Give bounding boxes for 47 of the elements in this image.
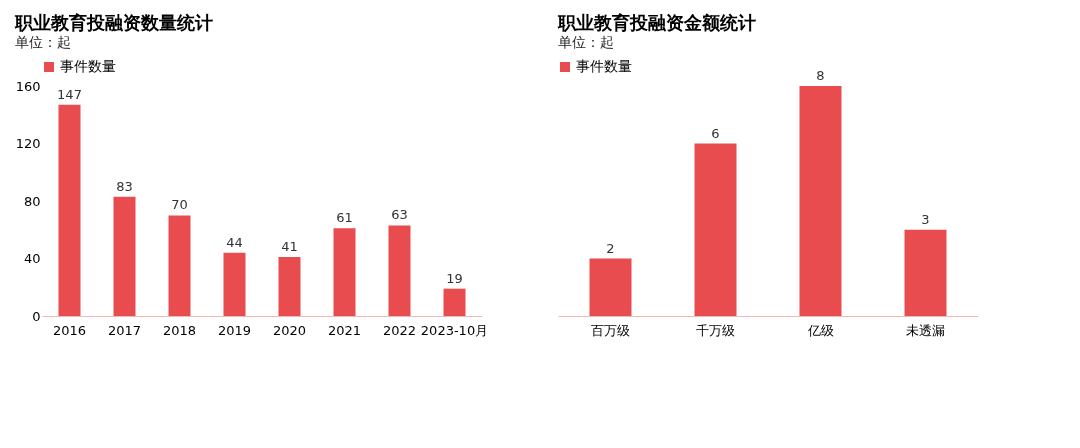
- bar: [443, 288, 466, 316]
- data-label: 44: [226, 234, 243, 250]
- x-tick-label: 千万级: [696, 322, 735, 338]
- bar: [388, 225, 411, 316]
- x-tick-label: 亿级: [806, 322, 834, 338]
- y-tick-label: 0: [32, 308, 41, 324]
- data-label: 83: [116, 178, 133, 194]
- y-tick-label: 160: [15, 78, 41, 94]
- x-tick-label: 2019: [217, 322, 252, 338]
- x-tick-label: 2017: [107, 322, 142, 338]
- bar: [799, 86, 842, 316]
- legend-label: 事件数量: [576, 58, 632, 74]
- x-tick-label: 未透漏: [906, 322, 945, 338]
- bar: [113, 196, 136, 316]
- bar: [589, 258, 632, 316]
- bar: [168, 215, 191, 316]
- data-label: 6: [711, 125, 720, 141]
- bar: [904, 229, 947, 316]
- bar: [58, 104, 81, 316]
- legend-label: 事件数量: [60, 58, 116, 74]
- data-label: 63: [391, 207, 408, 223]
- bar: [694, 143, 737, 316]
- text: 单位：起: [15, 34, 72, 50]
- chart-title: 职业教育投融资数量统计: [14, 12, 214, 33]
- x-tick-label: 2020: [272, 322, 307, 338]
- y-tick-label: 80: [23, 193, 41, 209]
- x-tick-label: 2018: [162, 322, 197, 338]
- x-tick-label: 2022: [382, 322, 417, 338]
- data-label: 19: [446, 270, 463, 286]
- data-label: 2: [606, 240, 615, 256]
- data-label: 70: [171, 197, 188, 213]
- x-tick-label: 2021: [327, 322, 362, 338]
- y-tick-label: 40: [23, 251, 41, 266]
- text: 单位：起: [558, 34, 614, 50]
- data-label: 41: [281, 239, 298, 255]
- x-tick-label: 百万级: [591, 322, 630, 338]
- x-tick-label: 2016: [52, 322, 87, 338]
- bar: [278, 257, 301, 316]
- data-label: 3: [921, 211, 930, 227]
- data-label: 147: [57, 86, 82, 102]
- chart-title: 职业教育投融资金额统计: [557, 12, 756, 33]
- y-tick-label: 120: [15, 136, 41, 151]
- data-label: 8: [816, 68, 825, 83]
- data-label: 61: [336, 210, 353, 226]
- bar: [223, 252, 246, 316]
- bar: [333, 228, 356, 316]
- x-tick-label: 2023-10月: [420, 322, 489, 338]
